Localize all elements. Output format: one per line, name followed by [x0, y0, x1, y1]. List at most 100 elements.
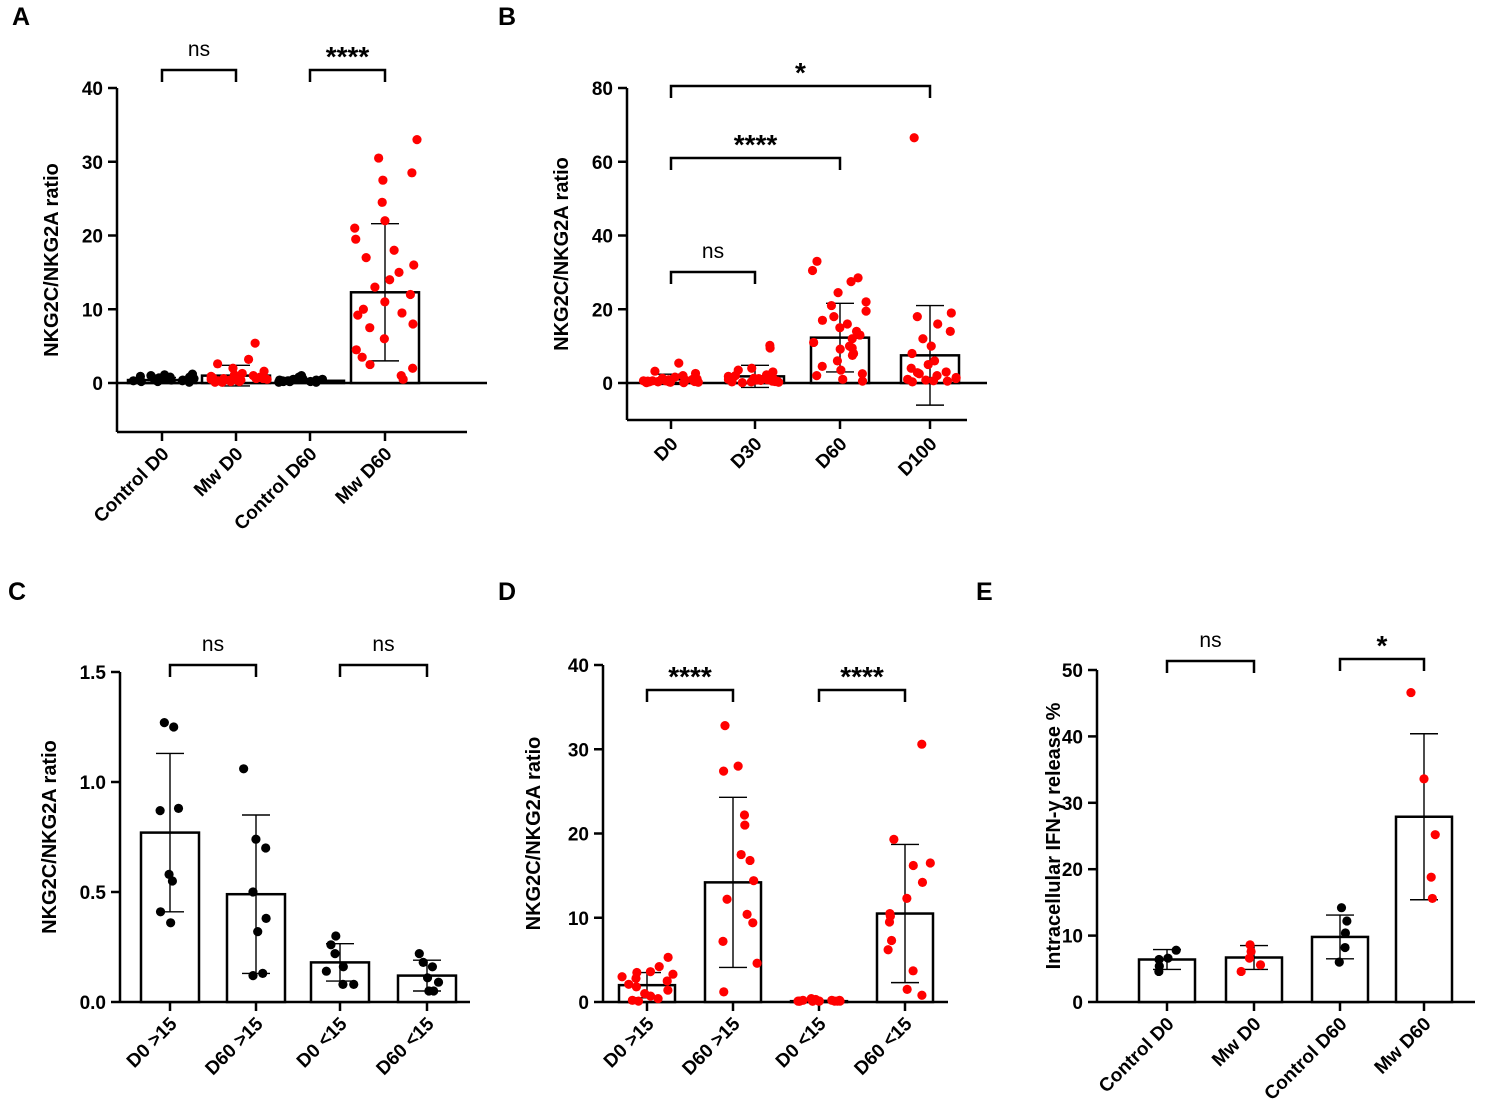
data-point	[674, 358, 684, 368]
data-point	[385, 275, 395, 285]
panel-letter-d: D	[498, 578, 516, 606]
data-point	[941, 367, 951, 377]
data-point	[946, 308, 956, 318]
data-point	[908, 860, 918, 871]
data-point	[933, 319, 943, 329]
data-point	[237, 368, 247, 379]
data-point	[908, 966, 918, 976]
y-axis-label: Intracellular IFN-γ release %	[1043, 702, 1065, 969]
data-point	[817, 361, 827, 372]
data-point	[654, 962, 664, 972]
data-point	[645, 967, 656, 977]
data-point	[389, 245, 399, 255]
data-point	[261, 843, 271, 853]
panel-letter-e: E	[976, 578, 993, 606]
data-point	[740, 820, 750, 830]
data-point	[338, 962, 348, 972]
data-point	[1430, 830, 1440, 840]
significance-label: ns	[702, 240, 724, 263]
data-point	[351, 345, 361, 355]
y-tick-label: 10	[568, 909, 589, 930]
data-point	[412, 135, 422, 145]
data-point	[653, 994, 663, 1004]
significance-label: ****	[840, 661, 884, 692]
data-point	[812, 256, 822, 266]
data-point	[925, 858, 935, 868]
bracket-line	[669, 270, 757, 284]
y-tick-label: 0	[602, 374, 613, 395]
data-point	[853, 273, 863, 283]
data-point	[807, 265, 818, 276]
data-point	[835, 323, 845, 333]
data-point	[917, 990, 927, 1000]
significance-label: *	[1377, 630, 1388, 661]
data-point	[422, 973, 433, 983]
data-point	[1336, 903, 1347, 913]
data-point	[889, 834, 899, 844]
data-point	[1419, 774, 1429, 784]
data-point	[378, 175, 388, 185]
data-point	[166, 375, 176, 385]
data-point	[350, 223, 360, 233]
data-point	[248, 971, 258, 981]
data-point	[650, 366, 660, 376]
bracket-line	[1165, 659, 1256, 673]
data-point	[414, 949, 424, 959]
data-point	[809, 337, 819, 348]
data-point	[748, 918, 758, 928]
error-bar-3	[916, 304, 944, 406]
data-point	[253, 927, 263, 937]
data-point	[720, 721, 730, 731]
data-point	[331, 931, 341, 941]
data-point	[365, 323, 375, 333]
data-point	[1340, 942, 1350, 953]
data-point	[903, 374, 913, 384]
data-point	[826, 300, 837, 311]
y-tick-label: 30	[82, 153, 103, 174]
data-point	[857, 376, 868, 386]
data-point	[326, 940, 336, 950]
data-point	[169, 722, 179, 732]
data-point	[631, 973, 641, 984]
data-point	[1340, 928, 1351, 938]
data-point	[210, 377, 220, 387]
error-bar-1	[719, 796, 747, 969]
data-point	[733, 365, 743, 375]
data-point	[397, 308, 407, 318]
bracket-line	[308, 68, 387, 82]
data-point	[722, 894, 732, 904]
data-point	[1244, 953, 1255, 963]
data-point	[1154, 966, 1164, 977]
data-point	[829, 312, 839, 322]
data-point	[330, 949, 340, 959]
bracket-line	[338, 663, 429, 677]
data-point	[424, 986, 434, 996]
data-point	[633, 996, 644, 1006]
data-point	[861, 297, 871, 307]
data-point	[418, 957, 428, 968]
data-point	[1171, 945, 1181, 955]
data-point	[932, 371, 942, 381]
data-point	[772, 376, 782, 386]
data-point	[951, 373, 961, 384]
y-tick-label: 10	[82, 300, 103, 321]
data-point	[1342, 916, 1352, 926]
data-point	[396, 371, 406, 381]
data-point	[153, 376, 163, 387]
bracket-line	[645, 688, 735, 702]
data-point	[851, 326, 862, 336]
data-point	[835, 996, 845, 1006]
significance-bracket: ns	[168, 633, 258, 677]
significance-label: ns	[188, 38, 210, 61]
data-point	[883, 945, 893, 955]
y-tick-label: 40	[1062, 727, 1083, 748]
data-point	[912, 368, 923, 378]
data-point	[645, 991, 656, 1001]
data-point	[751, 375, 761, 385]
significance-bracket: *	[669, 57, 932, 98]
data-point	[929, 356, 940, 366]
data-point	[832, 356, 843, 366]
y-tick-label: 1.0	[80, 773, 106, 794]
data-point	[358, 304, 368, 314]
data-point	[1406, 687, 1416, 698]
